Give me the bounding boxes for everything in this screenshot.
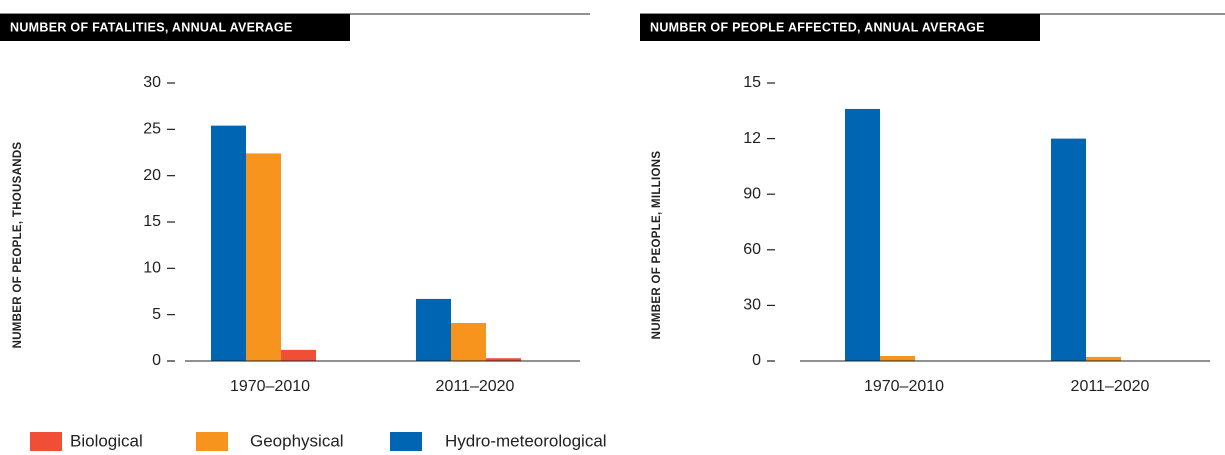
y-tick-label: 90 [743,185,761,202]
bar [880,355,915,361]
x-tick-label: 1970–2010 [230,378,310,395]
y-tick-label: 0 [752,352,761,369]
bar [211,125,246,361]
x-tick-label: 1970–2010 [864,378,944,395]
bar [281,349,316,361]
legend-swatch [196,432,228,451]
chart-title: NUMBER OF PEOPLE AFFECTED, ANNUAL AVERAG… [650,20,985,34]
y-tick-label: 5 [152,306,161,323]
y-tick-label: 30 [743,297,761,314]
y-tick-label: 0 [152,352,161,369]
bar [451,323,486,361]
legend-swatch [390,432,422,451]
y-tick-label: 60 [743,241,761,258]
bar [845,108,880,362]
legend-label: Geophysical [250,431,344,450]
title-box [640,14,1040,41]
y-tick-label: 15 [143,213,161,230]
y-axis-label: NUMBER OF PEOPLE, MILLIONS [651,151,663,340]
y-tick-label: 12 [743,130,761,147]
y-tick-label: 25 [143,121,161,138]
bar [1086,356,1121,361]
bar [416,298,451,361]
x-tick-label: 2011–2020 [436,378,515,395]
legend-label: Biological [70,431,143,450]
legend-label: Hydro-meteorological [445,431,607,450]
y-axis-label: NUMBER OF PEOPLE, THOUSANDS [12,142,24,349]
bar [246,153,281,361]
y-tick-label: 20 [143,167,161,184]
y-tick-label: 15 [743,74,761,91]
bar [486,358,521,361]
x-tick-label: 2011–2020 [1071,378,1150,395]
bar [1051,138,1086,361]
y-tick-label: 10 [143,260,161,277]
legend-swatch [30,432,62,451]
title-box [0,14,350,41]
y-tick-label: 30 [143,74,161,91]
chart-title: NUMBER OF FATALITIES, ANNUAL AVERAGE [10,20,293,34]
